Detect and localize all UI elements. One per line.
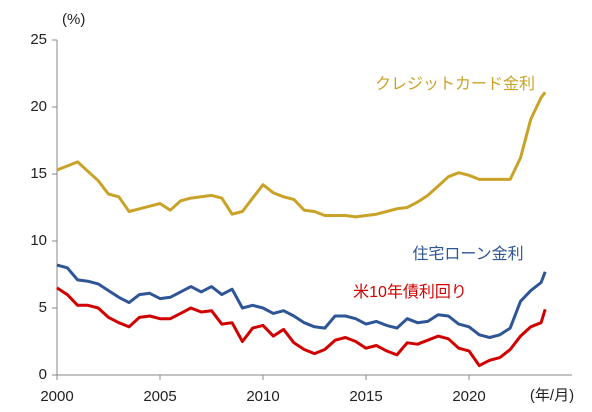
x-tick-label: 2020 (452, 388, 485, 405)
series-label: 米10年債利回り (353, 283, 467, 301)
series-line (56, 286, 547, 368)
y-tick-label: 10 (30, 232, 47, 249)
x-tick-label: 2015 (349, 388, 382, 405)
series-label: 住宅ローン金利 (412, 245, 523, 263)
y-tick-label: 5 (39, 299, 47, 316)
series-line (56, 263, 547, 339)
y-tick-label: 20 (30, 98, 47, 115)
y-unit: (%) (62, 11, 85, 28)
x-tick-label: 2005 (143, 388, 176, 405)
y-tick-label: 0 (39, 366, 47, 383)
x-unit: (年/月) (530, 387, 574, 404)
series-label: クレジットカード金利 (375, 75, 535, 93)
x-tick-label: 2000 (40, 388, 73, 405)
series-line (56, 91, 547, 219)
x-tick-label: 2010 (246, 388, 279, 405)
y-tick-label: 25 (30, 31, 47, 48)
y-tick-label: 15 (30, 165, 47, 182)
